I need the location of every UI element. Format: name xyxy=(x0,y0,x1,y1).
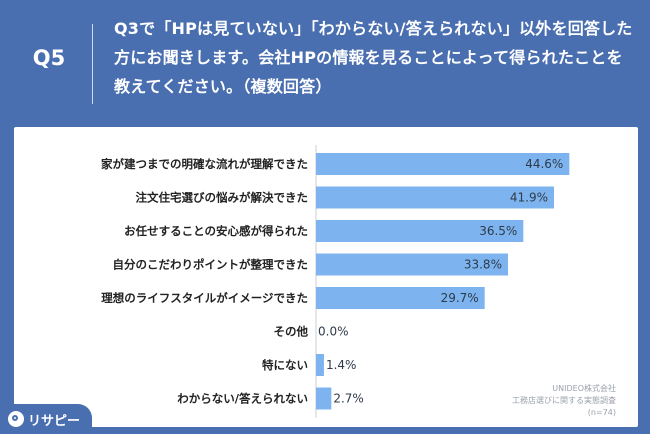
chart-panel: 家が建つまでの明確な流れが理解できた 44.6% 注文住宅選びの悩みが解決できた 41… xyxy=(14,127,638,427)
bar xyxy=(316,220,524,242)
value-label: 41.9% xyxy=(510,191,548,205)
category-label: わからない/答えられない xyxy=(177,392,308,406)
bar-chart: 家が建つまでの明確な流れが理解できた 44.6% 注文住宅選びの悩みが解決できた 41… xyxy=(101,145,570,418)
value-label: 29.7% xyxy=(441,291,479,305)
bar xyxy=(316,387,332,410)
category-label: 自分のこだわりポイントが整理できた xyxy=(113,258,309,272)
value-label: 33.8% xyxy=(464,258,502,272)
brand-logo: リサピー xyxy=(0,404,92,434)
category-label: 理想のライフスタイルがイメージできた xyxy=(101,291,308,305)
bar xyxy=(316,287,485,309)
category-label: お任せすることの安心感が得られた xyxy=(124,224,308,238)
bar xyxy=(316,253,508,276)
brand-name: リサピー xyxy=(28,413,81,429)
bar xyxy=(316,153,570,175)
category-label: 注文住宅選びの悩みが解決できた xyxy=(136,191,309,205)
header: Q5 Q3で「HPは見ていない」「わからない/答えられない」以外を回答した方にお… xyxy=(0,0,650,125)
value-label: 0.0% xyxy=(318,325,349,339)
category-label: その他 xyxy=(274,325,309,339)
source-company: UNIDEO株式会社 xyxy=(552,384,616,393)
source-survey: 工務店選びに関する実態調査 xyxy=(512,396,616,405)
value-label: 1.4% xyxy=(326,358,357,372)
brand-mark-icon xyxy=(8,411,24,427)
category-label: 家が建つまでの明確な流れが理解できた xyxy=(101,157,308,171)
value-label: 2.7% xyxy=(333,392,364,406)
bar xyxy=(316,354,324,376)
header-divider xyxy=(92,24,93,104)
category-label: 特にない xyxy=(262,358,308,372)
value-label: 36.5% xyxy=(479,224,517,238)
source-note: UNIDEO株式会社 工務店選びに関する実態調査 (n=74) xyxy=(466,383,616,419)
question-number: Q5 xyxy=(32,46,66,70)
value-label: 44.6% xyxy=(525,157,563,171)
question-text: Q3で「HPは見ていない」「わからない/答えられない」以外を回答した方にお聞きし… xyxy=(114,19,633,96)
source-sample-size: (n=74) xyxy=(587,408,616,417)
bar xyxy=(316,186,554,209)
